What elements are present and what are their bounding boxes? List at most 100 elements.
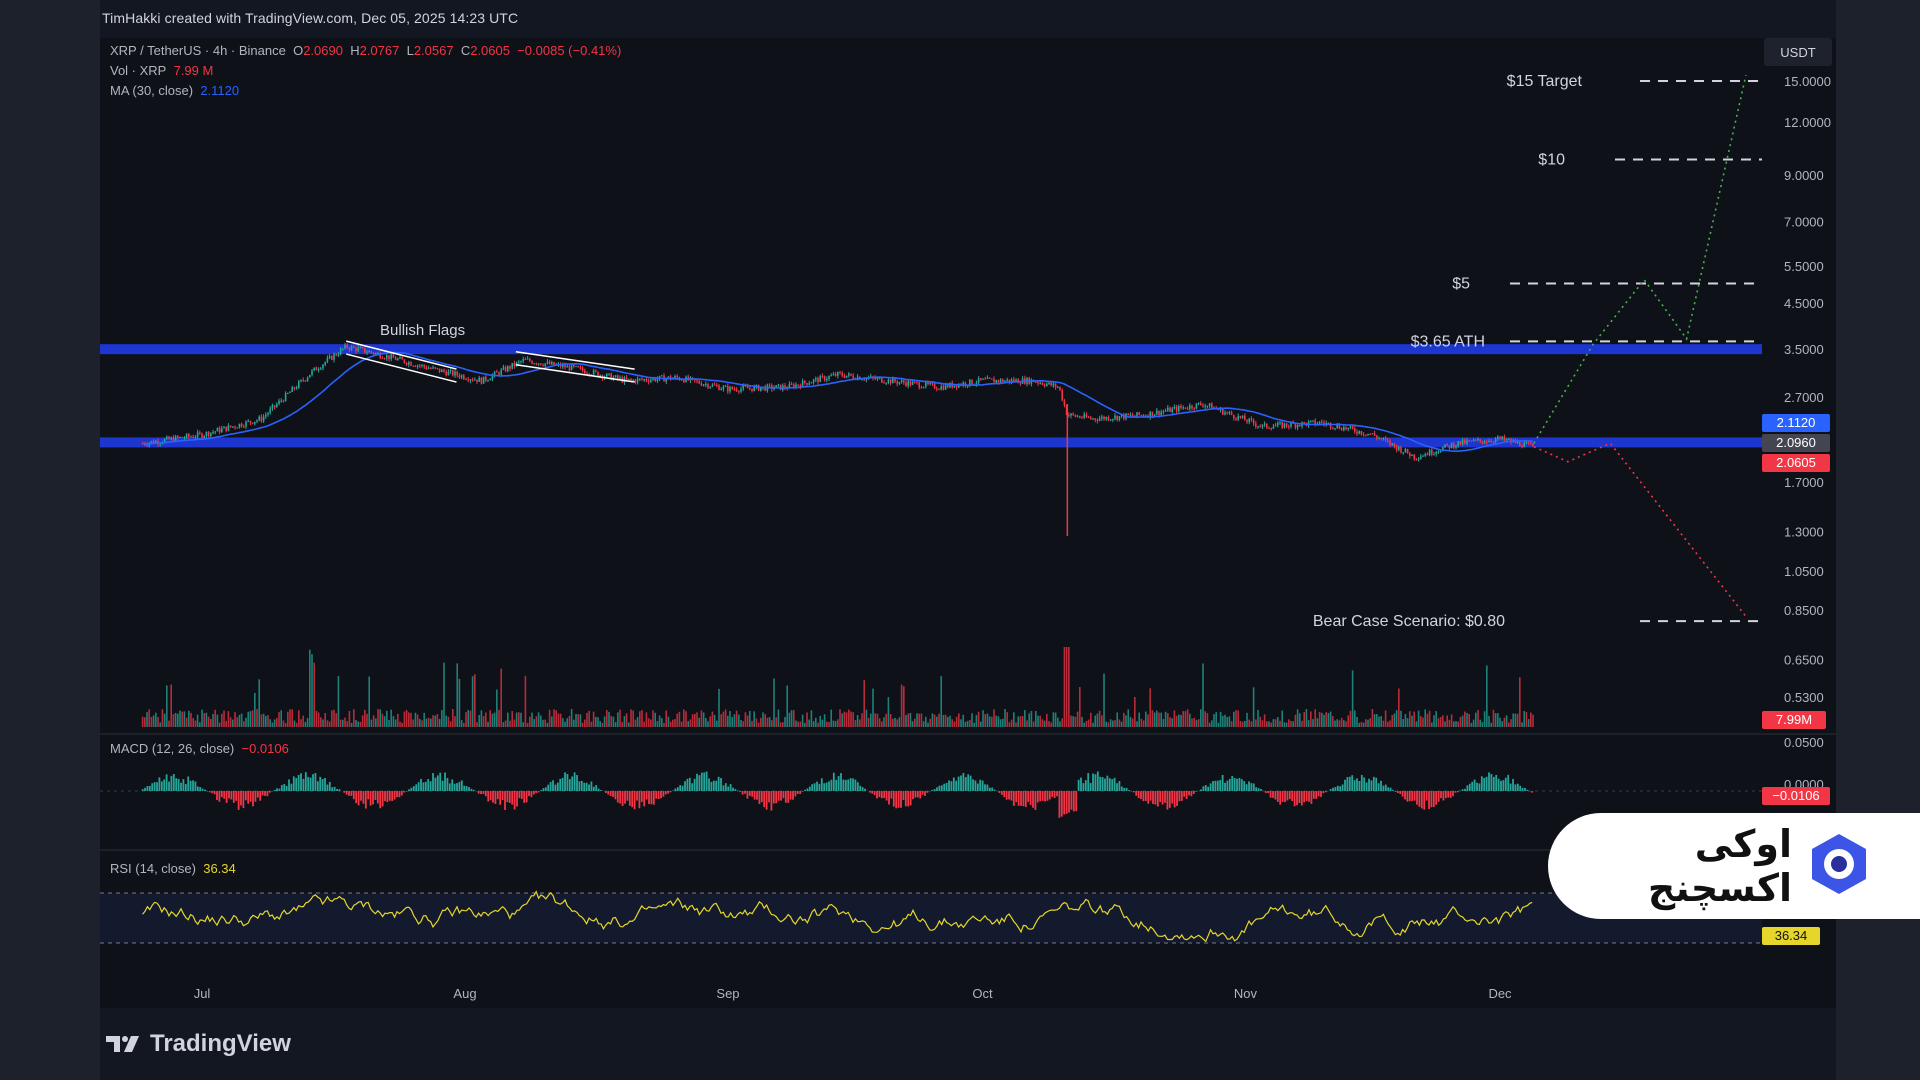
candle-body xyxy=(458,375,461,378)
volume-bar xyxy=(925,716,927,727)
volume-bar xyxy=(1347,715,1350,727)
macd-bar xyxy=(412,786,415,791)
tradingview-logo[interactable]: TradingView xyxy=(104,1030,291,1058)
candle-body xyxy=(975,383,978,385)
macd-bar xyxy=(381,791,384,807)
macd-bar xyxy=(957,776,960,791)
candle-body xyxy=(1354,428,1356,432)
volume-bar xyxy=(625,713,628,727)
volume-bar xyxy=(993,709,995,727)
volume-bar xyxy=(900,684,903,727)
volume-bar xyxy=(1285,722,1288,727)
candle-body xyxy=(320,368,322,370)
volume-bar xyxy=(1087,719,1090,727)
candle-body xyxy=(1233,414,1235,419)
macd-bar xyxy=(940,785,943,791)
macd-bar xyxy=(1488,772,1490,791)
rsi-label[interactable]: RSI (14, close) xyxy=(110,861,196,876)
macd-bar xyxy=(1291,791,1294,802)
candle-body xyxy=(980,378,982,380)
volume-bar xyxy=(381,713,384,727)
exchange-badge[interactable]: اوکی اکسچنج xyxy=(1548,813,1920,919)
macd-label[interactable]: MACD (12, 26, close) xyxy=(110,741,235,756)
candle-body xyxy=(764,386,767,391)
volume-bar xyxy=(185,717,188,727)
volume-bar xyxy=(1406,718,1409,727)
candle-body xyxy=(988,377,991,379)
macd-bar xyxy=(580,780,583,791)
macd-bar xyxy=(384,791,386,802)
volume-bar xyxy=(740,719,742,727)
macd-bar xyxy=(1449,791,1452,798)
candle-body xyxy=(674,375,676,378)
candle-body xyxy=(203,435,206,438)
macd-bar xyxy=(283,783,286,791)
volume-bar xyxy=(1340,717,1343,727)
volume-bar xyxy=(1263,714,1266,727)
symbol-label[interactable]: XRP / TetherUS · 4h · Binance xyxy=(110,43,286,58)
macd-bar xyxy=(1473,779,1476,791)
candle-body xyxy=(1120,414,1123,417)
volume-bars-group xyxy=(141,647,1534,727)
macd-bar xyxy=(849,778,852,791)
macd-bar xyxy=(1418,791,1421,807)
macd-bar xyxy=(1274,791,1277,800)
macd-bar xyxy=(1269,791,1272,798)
volume-bar xyxy=(654,712,657,727)
volume-bar xyxy=(966,720,969,727)
candle-body xyxy=(1096,419,1099,421)
candle-body xyxy=(469,379,472,381)
macd-bar xyxy=(561,777,564,791)
macd-bar xyxy=(652,791,655,805)
volume-bar xyxy=(361,715,364,727)
candle-body xyxy=(581,367,584,371)
macd-bar xyxy=(168,781,170,791)
candle-body xyxy=(573,364,575,367)
volume-bar xyxy=(1323,714,1325,727)
candle-body xyxy=(911,381,914,385)
candle-body xyxy=(639,378,641,380)
candle-body xyxy=(1312,420,1314,422)
candle-body xyxy=(1052,383,1055,386)
macd-bar xyxy=(331,787,334,791)
volume-tag: 7.99M xyxy=(1776,712,1812,727)
macd-bar xyxy=(1336,785,1339,791)
candle-body xyxy=(1019,383,1022,385)
candle-body xyxy=(1323,422,1325,425)
macd-bar xyxy=(199,787,202,791)
ma-label[interactable]: MA (30, close) xyxy=(110,83,194,98)
volume-bar xyxy=(573,719,575,727)
volume-bar xyxy=(243,721,245,727)
candle-body xyxy=(669,376,672,380)
chart-area[interactable]: 15.0000 12.0000 9.0000 7.0000 5.5000 4.5000 3.… xyxy=(100,38,1836,1008)
volume-bar xyxy=(1105,721,1108,727)
macd-bar xyxy=(612,791,614,797)
volume-bar xyxy=(1129,717,1132,727)
volume-bar xyxy=(1145,711,1147,727)
volume-bar xyxy=(705,718,707,727)
candle-body xyxy=(1193,408,1196,410)
candle-body xyxy=(394,357,397,361)
macd-bar xyxy=(1209,783,1212,791)
macd-bar xyxy=(184,784,187,791)
volume-bar xyxy=(1354,710,1356,727)
volume-bar xyxy=(1356,717,1358,727)
volume-bar xyxy=(1338,720,1341,727)
macd-bar xyxy=(1020,791,1022,806)
volume-label[interactable]: Vol · XRP xyxy=(110,63,167,78)
volume-bar xyxy=(218,722,221,727)
macd-bar xyxy=(319,776,322,791)
candle-body xyxy=(1046,383,1048,386)
macd-bar xyxy=(518,791,521,799)
macd-bar xyxy=(820,778,823,791)
volume-bar xyxy=(480,710,483,727)
volume-bar xyxy=(1532,714,1534,727)
volume-bar xyxy=(843,711,846,727)
macd-bar xyxy=(619,791,622,804)
macd-bar xyxy=(1164,791,1166,803)
macd-bar xyxy=(626,791,629,801)
price-chart-svg[interactable]: 15.000012.00009.00007.00005.50004.50003.… xyxy=(100,38,1836,1008)
candle-body xyxy=(414,365,417,367)
volume-bar xyxy=(746,715,749,727)
macd-bar xyxy=(1140,791,1142,800)
